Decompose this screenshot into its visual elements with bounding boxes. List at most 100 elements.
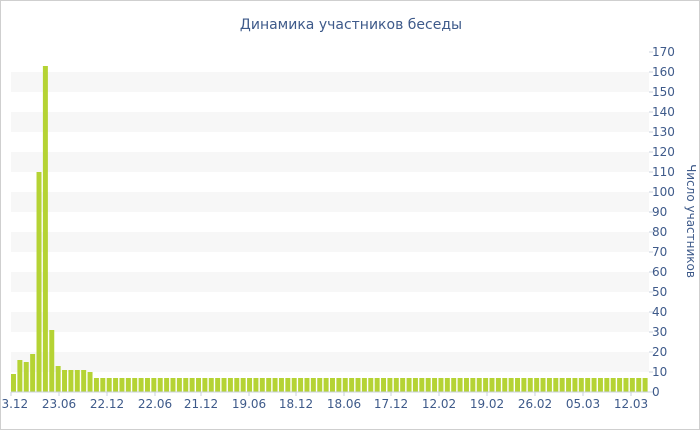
bar xyxy=(444,378,450,392)
bar xyxy=(617,378,623,392)
bar xyxy=(374,378,380,392)
bar xyxy=(432,378,438,392)
bar xyxy=(495,378,501,392)
bar xyxy=(387,378,393,392)
bar xyxy=(87,372,93,392)
bar xyxy=(278,378,284,392)
bar xyxy=(604,378,610,392)
bars-group xyxy=(11,66,648,392)
bar xyxy=(553,378,559,392)
bar xyxy=(349,378,355,392)
chart-title: Динамика участников беседы xyxy=(240,17,462,33)
bar xyxy=(412,378,418,392)
y-tick-label: 150 xyxy=(652,85,675,99)
bar xyxy=(253,378,259,392)
x-tick-label: 21.12 xyxy=(184,397,218,411)
bar xyxy=(585,378,591,392)
grid-band xyxy=(11,272,649,292)
bar xyxy=(419,378,425,392)
y-tick-label: 0 xyxy=(652,385,660,399)
bar xyxy=(17,360,23,392)
bar xyxy=(323,378,329,392)
bar xyxy=(93,378,99,392)
y-tick-label: 140 xyxy=(652,105,675,119)
bar xyxy=(425,378,431,392)
y-tick-label: 130 xyxy=(652,125,675,139)
bar xyxy=(196,378,201,392)
bar xyxy=(310,378,316,392)
bar xyxy=(476,378,482,392)
bar xyxy=(202,378,208,392)
bar xyxy=(317,378,323,392)
bar xyxy=(438,378,444,392)
bar xyxy=(457,378,463,392)
grid-band xyxy=(11,112,649,132)
grid-band xyxy=(11,312,649,332)
bar xyxy=(451,378,457,392)
bar xyxy=(527,378,533,392)
bar xyxy=(272,378,278,392)
bar xyxy=(578,378,584,392)
bar xyxy=(259,378,265,392)
bar xyxy=(304,378,310,392)
bar xyxy=(610,378,616,392)
bar xyxy=(176,378,182,392)
bar xyxy=(208,378,214,392)
bar xyxy=(30,354,36,392)
bar xyxy=(42,66,48,392)
bar xyxy=(502,378,508,392)
y-tick-label: 50 xyxy=(652,285,667,299)
bar xyxy=(234,378,240,392)
bar xyxy=(189,378,195,392)
bar xyxy=(515,378,520,392)
x-tick-label: 12.03 xyxy=(614,397,648,411)
bar xyxy=(100,378,106,392)
bar xyxy=(215,378,221,392)
bar xyxy=(508,378,514,392)
bar xyxy=(470,378,476,392)
y-tick-label: 160 xyxy=(652,65,675,79)
y-tick-label: 100 xyxy=(652,185,675,199)
bar xyxy=(572,378,578,392)
y-tick-label: 170 xyxy=(652,45,675,59)
x-tick-label: 18.12 xyxy=(279,397,313,411)
bar xyxy=(591,378,597,392)
y-tick-label: 90 xyxy=(652,205,667,219)
bar xyxy=(540,378,546,392)
x-tick-label: 12.02 xyxy=(422,397,456,411)
bar xyxy=(636,378,642,392)
x-tick-label: 18.06 xyxy=(327,397,361,411)
bar xyxy=(138,378,144,392)
bar xyxy=(355,378,361,392)
bar xyxy=(285,378,291,392)
bar xyxy=(132,378,138,392)
grid-bands xyxy=(11,72,649,372)
bar xyxy=(164,378,170,392)
bar xyxy=(221,378,227,392)
grid-band xyxy=(11,352,649,372)
bar xyxy=(559,378,565,392)
bar xyxy=(227,378,233,392)
bar xyxy=(106,378,112,392)
bar xyxy=(642,378,648,392)
bar xyxy=(566,378,572,392)
bar xyxy=(629,378,635,392)
x-tick-label: 19.06 xyxy=(232,397,266,411)
bar xyxy=(361,378,367,392)
x-tick-label: 23.12 xyxy=(1,397,28,411)
bar xyxy=(336,378,342,392)
bar xyxy=(400,378,406,392)
bar xyxy=(119,378,125,392)
bar xyxy=(298,378,304,392)
bar xyxy=(463,378,469,392)
x-tick-label: 22.12 xyxy=(90,397,124,411)
bar xyxy=(55,366,61,392)
bar xyxy=(62,370,68,392)
x-tick-label: 19.02 xyxy=(470,397,504,411)
bar xyxy=(183,378,189,392)
bar xyxy=(240,378,246,392)
bar xyxy=(11,374,16,392)
bar xyxy=(49,330,55,392)
